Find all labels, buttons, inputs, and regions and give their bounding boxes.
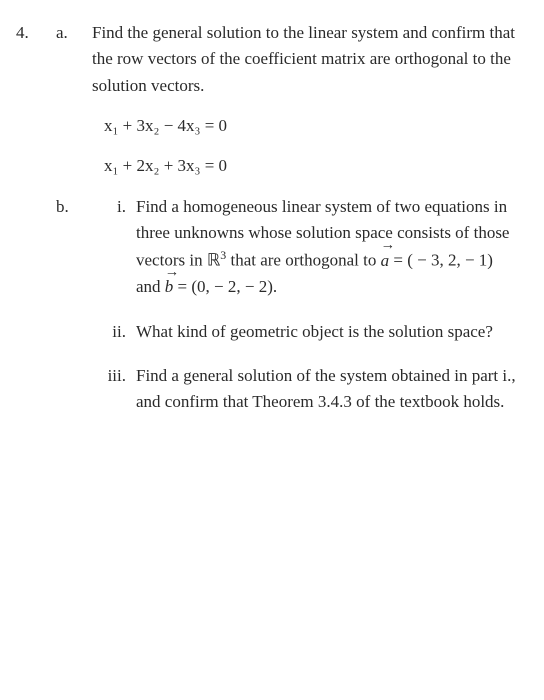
equation-1: x₁ + 3x₂ − 4x₃ = 0	[104, 113, 520, 139]
part-b-row: b. i. Find a homogeneous linear system o…	[16, 194, 520, 301]
vector-b-value: = (0, − 2, − 2).	[173, 277, 277, 296]
sub-iii-text: Find a general solution of the system ob…	[136, 363, 520, 416]
part-a-content: Find the general solution to the linear …	[92, 20, 520, 194]
sub-ii-row: ii. What kind of geometric object is the…	[16, 319, 520, 345]
sub-ii-text: What kind of geometric object is the sol…	[136, 319, 520, 345]
problem-row: 4. a. Find the general solution to the l…	[16, 20, 520, 194]
vector-b-sym: b	[165, 277, 174, 296]
equation-block: x₁ + 3x₂ − 4x₃ = 0 x₁ + 2x₂ + 3x₃ = 0	[92, 99, 520, 194]
vector-b: b	[165, 274, 174, 300]
sub-i-content: Find a homogeneous linear system of two …	[136, 194, 520, 301]
vector-a-sym: a	[381, 251, 390, 270]
part-b-label: b.	[56, 194, 92, 220]
sub-i-label: i.	[92, 194, 136, 220]
sub-iii-label: iii.	[92, 363, 136, 389]
sub-i-text-mid: that are orthogonal to	[226, 251, 380, 270]
part-a-text: Find the general solution to the linear …	[92, 23, 515, 95]
equation-2: x₁ + 2x₂ + 3x₃ = 0	[104, 153, 520, 179]
sub-iii-row: iii. Find a general solution of the syst…	[16, 363, 520, 416]
sub-ii-label: ii.	[92, 319, 136, 345]
problem-number: 4.	[16, 20, 56, 46]
vector-a: a	[381, 248, 390, 274]
part-a-label: a.	[56, 20, 92, 46]
